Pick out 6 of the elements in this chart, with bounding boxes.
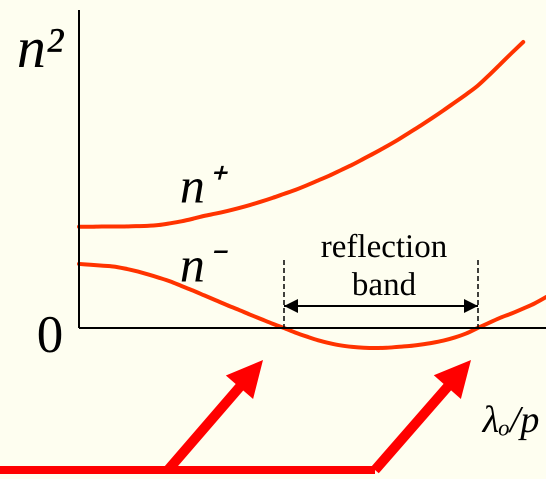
series-label: n⁺: [180, 158, 228, 214]
series-label: n⁻: [180, 236, 228, 293]
text: 0: [36, 306, 64, 364]
y-axis-title: n²: [16, 15, 65, 80]
annotation: reflection band: [320, 229, 448, 303]
x-axis-title: λₒ/p: [482, 399, 540, 441]
